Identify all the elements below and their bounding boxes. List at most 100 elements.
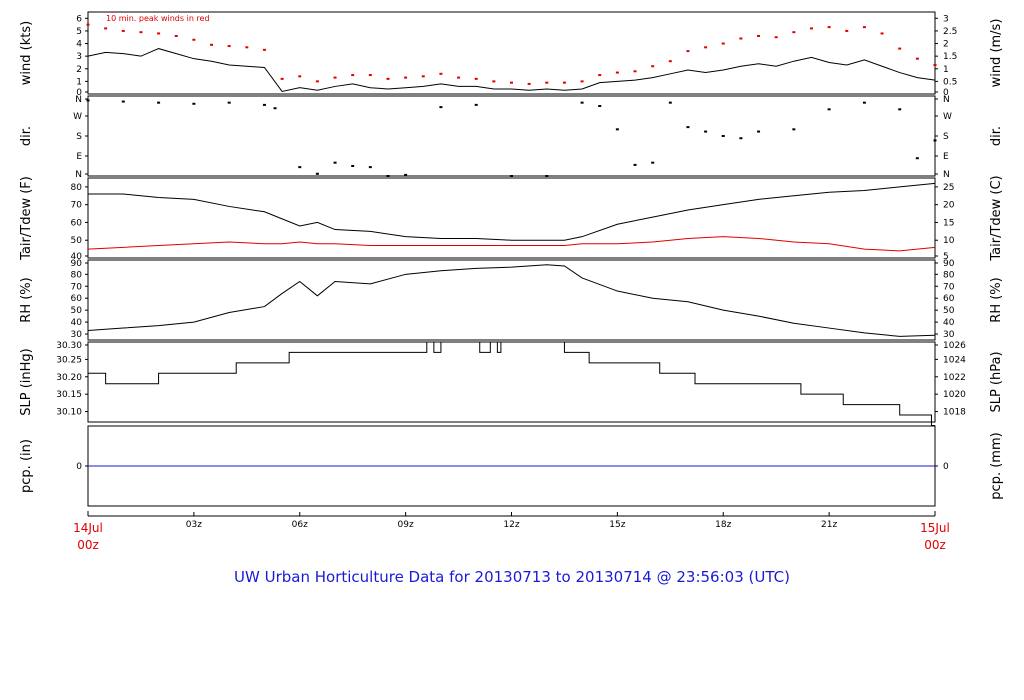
dir-point <box>227 101 231 104</box>
dir-right-tick-label: W <box>943 112 952 122</box>
slp-frame <box>87 341 936 423</box>
wind-right-tick-label: 1.5 <box>943 52 957 62</box>
wind-point <box>527 82 531 85</box>
pcp-right-tick-label: 0 <box>943 462 949 472</box>
rh-left-tick-label: 50 <box>71 306 83 316</box>
wind-point <box>404 76 408 79</box>
temp-series-line <box>87 236 936 252</box>
dir-right-tick-label: N <box>943 170 950 180</box>
dir-point <box>580 101 584 104</box>
wind-point <box>562 81 566 84</box>
wind-point <box>739 37 743 40</box>
wind-right-tick-label: 2 <box>943 40 949 50</box>
dir-point <box>157 101 161 104</box>
dir-panel: dir. dir.N NE ES SW WN N <box>19 95 1004 180</box>
time-tick-label: 03z <box>186 520 202 530</box>
dir-left-tick-label: W <box>73 112 82 122</box>
temp-frame <box>87 177 936 259</box>
slp-left-tick-label: 30.15 <box>56 390 82 400</box>
wind-right-axis-label: wind (m/s) <box>989 19 1004 88</box>
temp-right-tick-label: 25 <box>943 183 954 193</box>
wind-point <box>86 23 90 26</box>
dir-left-tick-label: S <box>76 132 82 142</box>
temp-left-axis-label: Tair/Tdew (F) <box>19 176 34 261</box>
temp-right-tick-label: 10 <box>943 236 955 246</box>
dir-point <box>273 107 277 110</box>
wind-point <box>827 26 831 29</box>
temp-right-tick-label: 20 <box>943 201 955 211</box>
wind-point <box>439 72 443 75</box>
slp-series-line <box>88 341 935 426</box>
wind-point <box>121 29 125 32</box>
wind-point <box>492 80 496 83</box>
dir-left-tick-label: N <box>75 170 82 180</box>
dir-point <box>933 139 937 142</box>
slp-left-tick-label: 30.20 <box>56 373 82 383</box>
dir-frame <box>87 95 936 177</box>
dir-right-tick-label: E <box>943 152 949 162</box>
dir-point <box>757 130 761 133</box>
wind-point <box>862 26 866 29</box>
dir-point <box>351 165 355 167</box>
wind-point <box>421 75 425 78</box>
wind-right-tick-label: 0 <box>943 88 949 98</box>
wind-point <box>651 65 655 68</box>
dir-point <box>686 126 690 129</box>
rh-right-tick-label: 40 <box>943 318 955 328</box>
temp-left-tick-label: 70 <box>71 201 83 211</box>
wind-left-axis-label: wind (kts) <box>19 21 34 85</box>
wind-point <box>298 75 302 78</box>
rh-right-tick-label: 70 <box>943 282 955 292</box>
slp-left-tick-label: 30.10 <box>56 408 82 418</box>
dir-point <box>633 163 637 166</box>
temp-left-tick-label: 60 <box>71 218 83 228</box>
dir-point <box>404 173 408 176</box>
pcp-right-axis-label: pcp. (mm) <box>989 432 1004 499</box>
dir-point <box>862 101 866 104</box>
wind-point <box>245 46 249 49</box>
rh-right-tick-label: 90 <box>943 259 955 269</box>
rh-right-tick-label: 30 <box>943 330 955 340</box>
temp-series-line <box>88 182 936 241</box>
rh-right-tick-label: 50 <box>943 306 955 316</box>
dir-point <box>704 130 708 133</box>
wind-series-line <box>87 48 936 93</box>
time-tick-label: 21z <box>821 520 837 530</box>
wind-left-tick-label: 2 <box>76 65 82 75</box>
slp-right-tick-label: 1026 <box>943 341 966 351</box>
time-tick-label: 18z <box>715 520 731 530</box>
dir-right-tick-label: S <box>943 132 949 142</box>
time-tick-label: 09z <box>398 520 414 530</box>
slp-right-tick-label: 1018 <box>943 408 966 418</box>
wind-point <box>721 42 725 45</box>
dir-point <box>668 101 672 104</box>
dir-point <box>474 103 478 106</box>
wind-right-tick-label: 1 <box>943 65 949 75</box>
start-day-label: 14Jul <box>73 521 103 535</box>
end-day-label: 15Jul <box>920 521 950 535</box>
wind-point <box>104 27 108 30</box>
dir-left-tick-label: E <box>76 152 82 162</box>
slp-right-tick-label: 1020 <box>943 390 966 400</box>
wind-point <box>474 77 478 80</box>
pcp-left-tick-label: 0 <box>76 462 82 472</box>
time-tick-label: 12z <box>503 520 519 530</box>
dir-right-tick-label: N <box>943 95 950 105</box>
wind-point <box>351 74 355 77</box>
wind-point <box>386 77 390 80</box>
wind-point <box>333 76 337 79</box>
dir-point <box>915 157 919 160</box>
wind-point <box>262 48 266 51</box>
temp-panel: Tair/Tdew (F) Tair/Tdew (C) 40 5 50 10 60 15 70 2… <box>19 175 1004 262</box>
rh-left-tick-label: 80 <box>71 270 83 280</box>
dir-point <box>121 100 125 103</box>
wind-point <box>227 45 231 48</box>
wind-point <box>545 81 549 84</box>
wind-left-tick-label: 3 <box>76 52 82 62</box>
rh-left-tick-label: 70 <box>71 282 83 292</box>
dir-point <box>827 108 831 111</box>
dir-point <box>598 105 602 107</box>
slp-left-tick-label: 30.25 <box>56 355 82 365</box>
wind-point <box>580 80 584 83</box>
